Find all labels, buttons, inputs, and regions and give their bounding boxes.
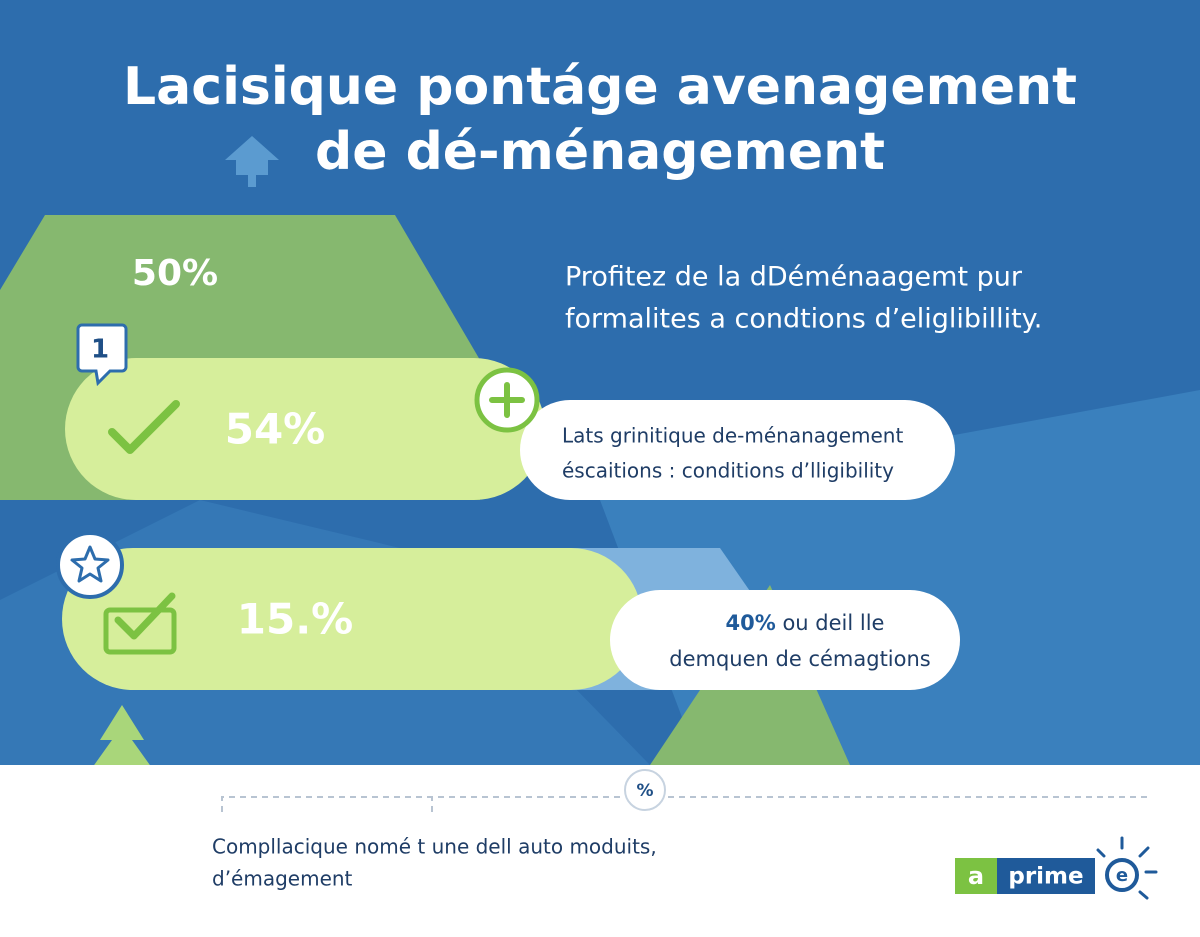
- info-pill: [610, 590, 960, 690]
- checkbox-icon: [103, 607, 177, 655]
- dashed-line: [221, 796, 1148, 812]
- item-stat: 15.%: [237, 595, 353, 644]
- highlight: 40%: [726, 611, 776, 635]
- badge-number: 1: [91, 335, 109, 365]
- footer: [0, 765, 1200, 933]
- item-stat: 54%: [225, 405, 326, 454]
- title-line: de dé-ménagement: [315, 122, 885, 182]
- stat-bar: [62, 548, 642, 690]
- check-icon: [114, 592, 176, 640]
- item-text: demquen de cémagtions: [669, 647, 930, 671]
- star-icon: [56, 531, 124, 599]
- plus-sign: [489, 382, 525, 418]
- text-part: ou deil lle: [776, 611, 885, 635]
- item-text: Lats grinitique de-ménanagement: [562, 424, 903, 448]
- logo-rays: [1096, 836, 1158, 900]
- stat-bar: [65, 358, 545, 500]
- logo-text: e: [1116, 865, 1128, 886]
- percent-badge-text: %: [636, 781, 653, 801]
- hero-text: formalites a condtions d’eliglibillity.: [565, 304, 1042, 335]
- logo-text: a: [968, 862, 984, 890]
- logo: a prime e: [955, 836, 1158, 900]
- logo-box: [997, 858, 1095, 894]
- logo-circle: [1105, 858, 1139, 892]
- logo-box: [955, 858, 997, 894]
- badge: 1: [76, 323, 128, 387]
- hero-stat: 50%: [132, 253, 218, 294]
- house-icon: [225, 136, 279, 187]
- footer-text: Compllacique nomé t une dell auto moduit…: [212, 835, 657, 859]
- info-pill: [520, 400, 955, 500]
- star: [70, 545, 110, 583]
- percent-badge: [624, 769, 666, 811]
- logo-text: prime: [1008, 864, 1083, 890]
- item-text: 40% ou deil lle: [726, 611, 885, 635]
- title-line: Lacisique pontáge avenagement: [123, 57, 1077, 117]
- footer-text: d’émagement: [212, 867, 353, 891]
- item-text: éscaitions : conditions d’lligibility: [562, 459, 894, 483]
- hero-text: Profitez de la dDéménaagemt pur: [565, 262, 1023, 293]
- check-icon: [108, 400, 180, 454]
